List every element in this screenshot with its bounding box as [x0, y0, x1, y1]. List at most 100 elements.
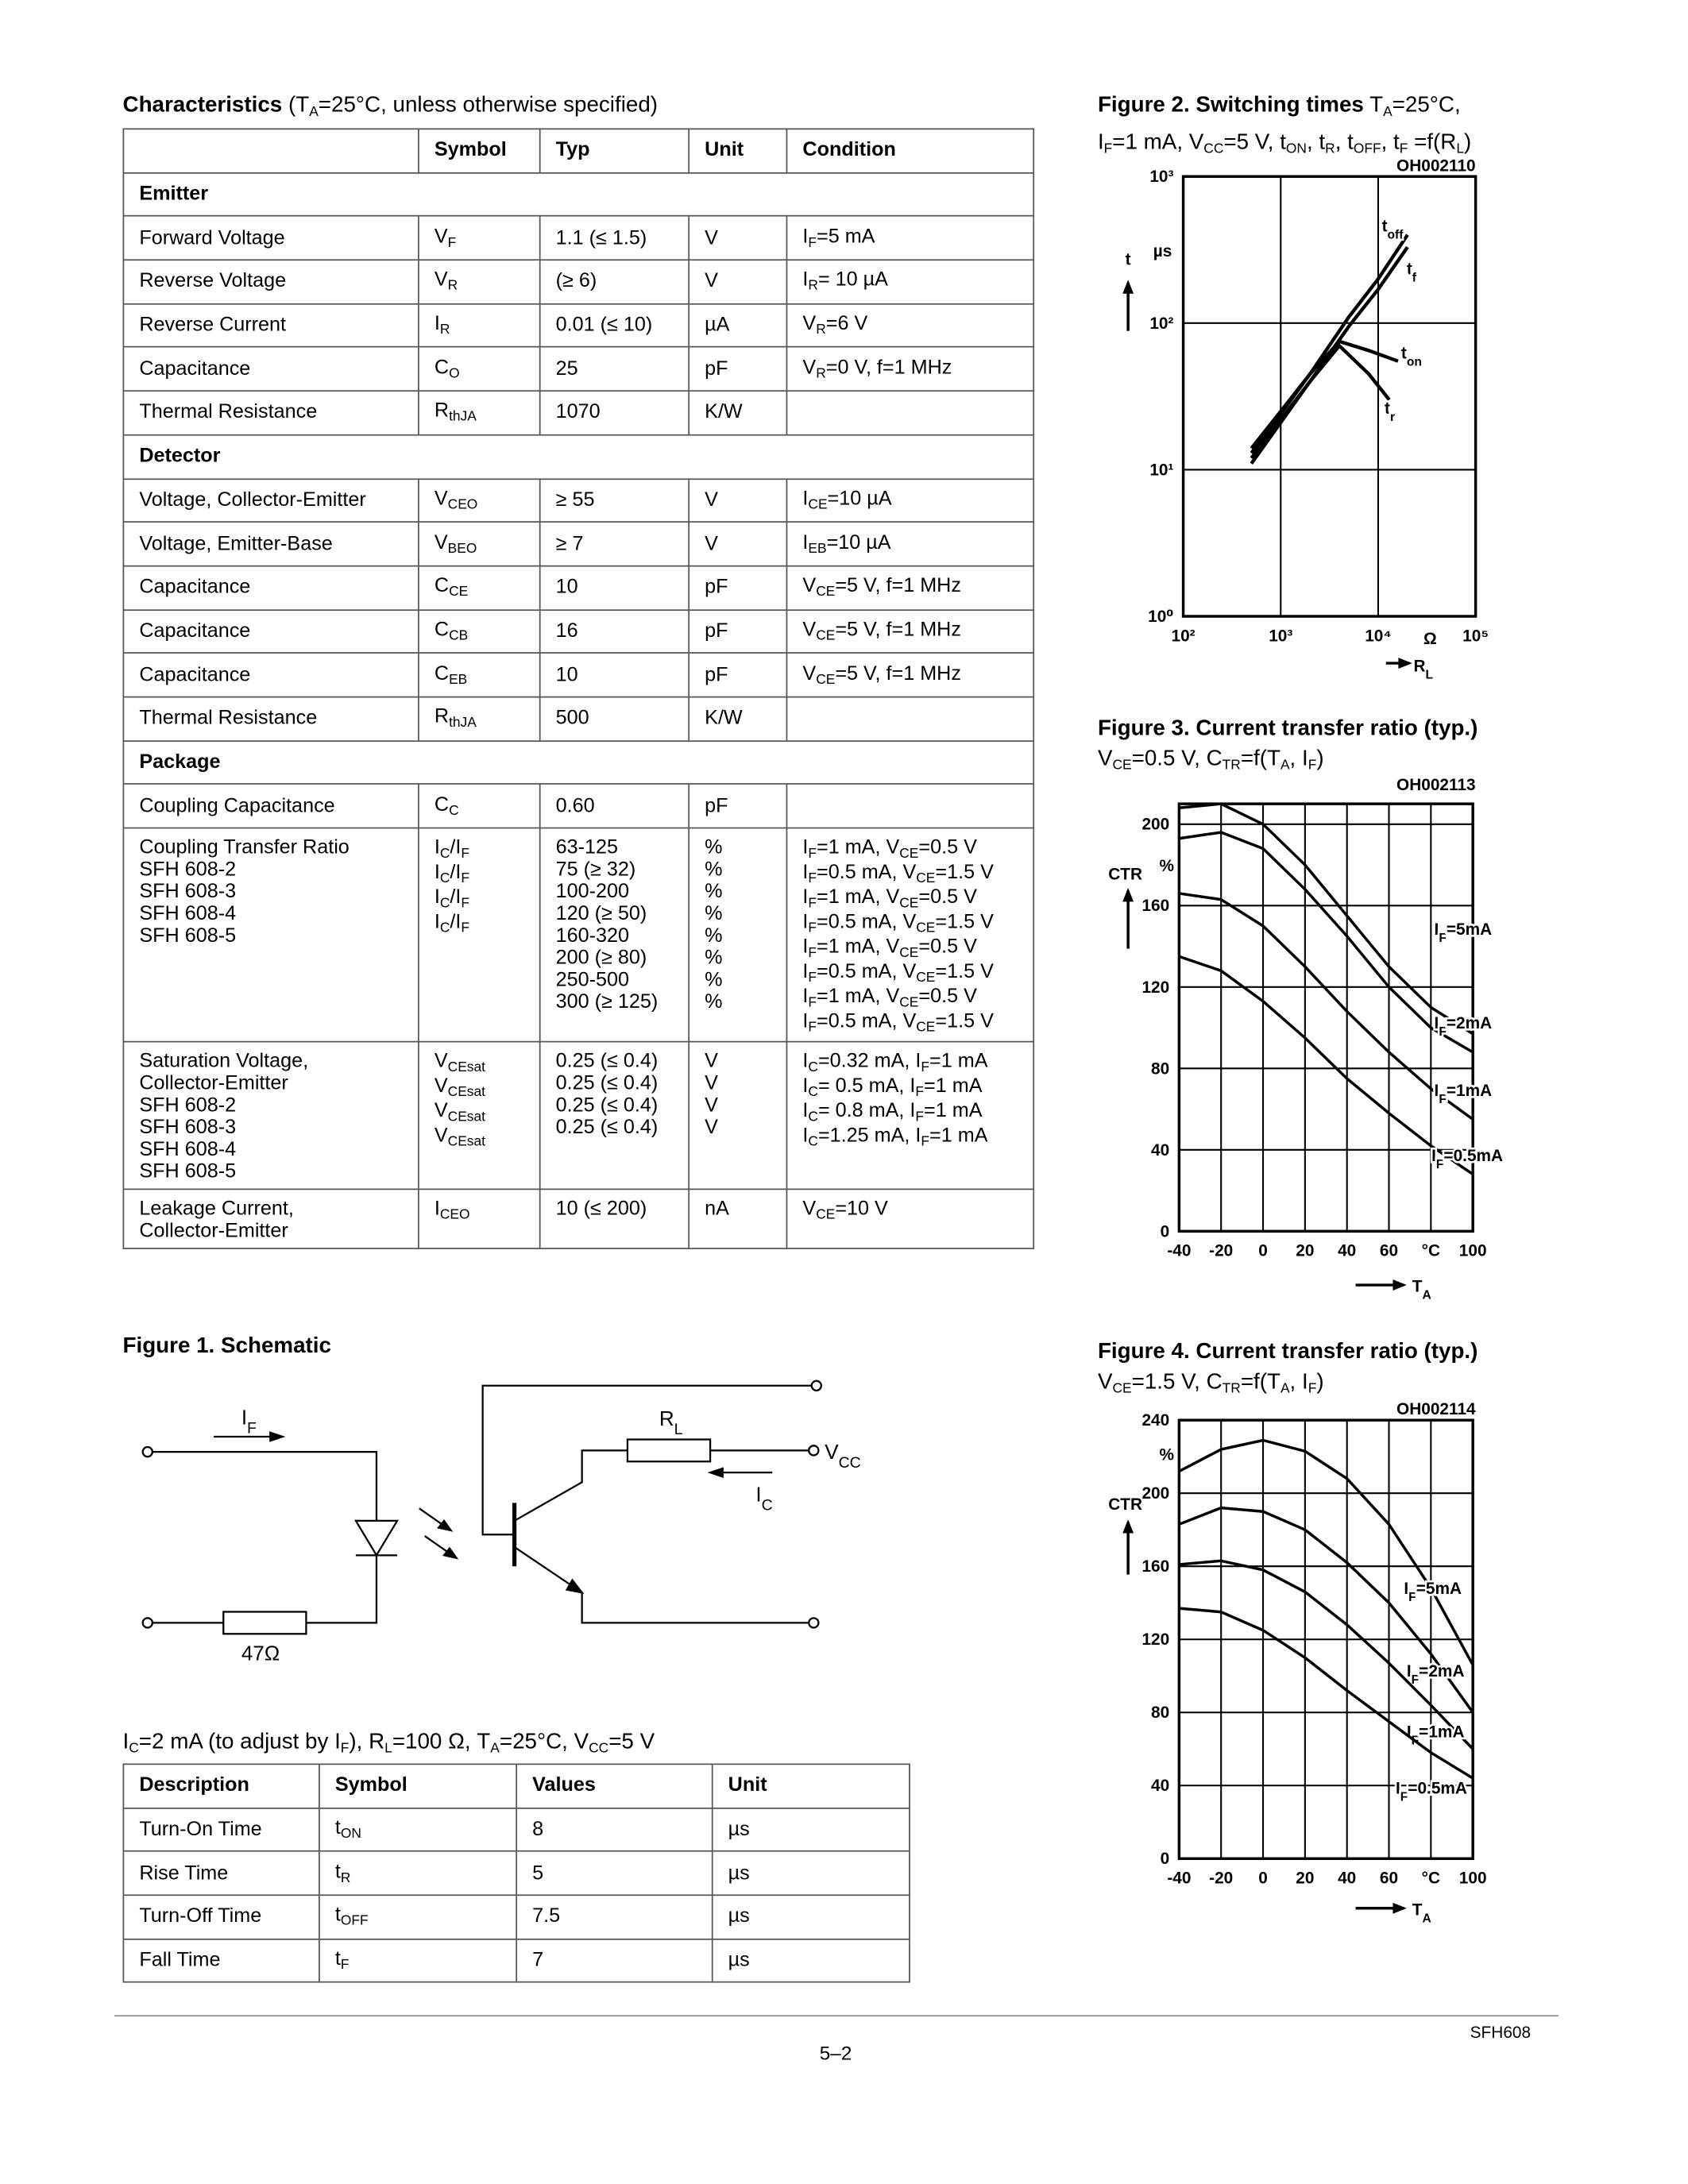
series-line [1178, 955, 1474, 1176]
cell-typ: 63-125 75 (≥ 32) 100-200 120 (≥ 50) 160-320 2… [539, 827, 690, 1043]
cell-param: Capacitance [122, 652, 419, 698]
figure-title-line: Figure 4. Current transfer ratio (typ.) [1098, 1337, 1477, 1368]
subscript: CC [1203, 141, 1224, 157]
cell-line: SFH 608-3 [139, 881, 237, 904]
resistor [626, 1438, 712, 1463]
text-run: =0.5 mA, V [817, 862, 917, 884]
text-run: T [1369, 94, 1384, 118]
subscript: R [816, 366, 826, 382]
text-run: =5mA [1447, 920, 1492, 939]
figure-title: Figure 3. Current transfer ratio (typ.) [1097, 716, 1478, 741]
x-tick-label: -20 [1209, 1870, 1233, 1888]
text-run: I [241, 1405, 247, 1429]
data-row: Saturation Voltage, Collector-Emitter SFH … [122, 1040, 1035, 1190]
cell-line: V [705, 1117, 718, 1140]
subscript: r [1390, 410, 1395, 423]
text-run: =f(T [1240, 747, 1280, 771]
cell-line: SFH 608-2 [139, 1094, 237, 1117]
text-run: I [802, 488, 809, 511]
series-label: tf [1407, 260, 1417, 284]
characteristics-table: Symbol Typ Unit Condition Emitter Forward Vol… [122, 128, 1035, 1249]
text-run: , t [1335, 130, 1354, 155]
cell-line: Voltage, Emitter-Base [139, 533, 333, 555]
cell-line: IC=1.25 mA, IF=1 mA [802, 1125, 1018, 1150]
cell-line: CO [435, 357, 524, 381]
text-run: T [1412, 1278, 1423, 1296]
x-axis-label: TA [1412, 1900, 1431, 1925]
subscript: CC [589, 1741, 609, 1757]
x-axis-label: TA [1412, 1278, 1431, 1302]
subscript: ON [340, 1827, 361, 1843]
text-run: V [434, 531, 448, 554]
figure-subtitle: VCE=1.5 V, CTR=f(TA, IF) [1098, 1371, 1324, 1397]
series-label: IF=1mA [1435, 1082, 1493, 1106]
text-run: /I [450, 836, 462, 859]
x-axis-unit: Ω [1423, 630, 1437, 648]
text-run: ) [1316, 747, 1324, 771]
subscript: CE [808, 497, 828, 513]
series-line [1179, 892, 1474, 1121]
cell: µs [711, 1894, 910, 1940]
cell-line: IC/IF [435, 862, 524, 886]
cell-line: % [705, 991, 723, 1014]
text-run: =1mA [1419, 1723, 1464, 1741]
cell-symbol: VBEO [418, 521, 541, 567]
cell-line: 120 (≥ 50) [555, 903, 647, 925]
cell-line: 10 [555, 577, 578, 599]
y-tick-label: 160 [1141, 1557, 1169, 1576]
cell: µs [711, 1850, 910, 1897]
text-run: V [802, 619, 817, 642]
text-run: =25°C, V [499, 1730, 589, 1754]
x-tick-label: 10⁴ [1365, 627, 1391, 645]
y-tick-label: 40 [1151, 1141, 1169, 1160]
text-run: =1 mA [929, 1125, 988, 1148]
text-run: =0 V, f=1 MHz [825, 357, 952, 380]
subscript: R [816, 322, 826, 338]
cell-line: SFH 608-4 [139, 1139, 237, 1161]
arrow-head [269, 1431, 286, 1442]
series-label: IF=1mA [1407, 1723, 1465, 1747]
cell-line: V [705, 1050, 718, 1073]
subscript: CE [816, 1207, 836, 1223]
cell-line: VF [435, 226, 524, 250]
cell-symbol: VF [418, 215, 541, 261]
cell-line: SFH 608-5 [139, 924, 237, 947]
x-tick-label: 20 [1296, 1242, 1314, 1260]
text-run: I [802, 1125, 809, 1148]
terminal [808, 1617, 820, 1629]
cell-line: SFH 608-5 [139, 1160, 237, 1183]
text-run: =1mA [1447, 1082, 1492, 1100]
text-run: V [434, 1075, 448, 1098]
cell-line: 63-125 [555, 836, 619, 859]
subscript: EB [449, 672, 468, 688]
text-run: I [802, 226, 809, 249]
collector [514, 1449, 628, 1522]
cell-typ: 0.01 (≤ 10) [539, 303, 690, 349]
subscript: CE [899, 896, 919, 912]
characteristics-subtitle: (TA=25°C, unless otherwise specified) [288, 94, 659, 120]
text-run: I [802, 961, 809, 983]
text-run: , t [1306, 130, 1326, 155]
text-run: =25°C, unless otherwise specified) [318, 94, 659, 118]
arrow-head [565, 1578, 585, 1594]
text-run: I [802, 936, 809, 959]
cell-line: K/W [705, 708, 743, 730]
x-tick-label: 10³ [1269, 627, 1292, 645]
y-axis-label: t [1126, 250, 1131, 268]
cell-condition [786, 783, 1035, 829]
subscript: C [449, 803, 459, 819]
cell-param: Saturation Voltage, Collector-Emitter SFH … [122, 1040, 419, 1190]
data-row: Thermal Resistance RthJA 500 K/W [122, 696, 1035, 742]
cell-line: IC= 0.5 mA, IF=1 mA [802, 1075, 1018, 1100]
series-line [1178, 1438, 1474, 1666]
y-tick-label: 120 [1141, 1630, 1169, 1649]
cell-unit: pF [688, 346, 788, 392]
subscript: f [1412, 271, 1417, 284]
cell-line: Reverse Voltage [139, 270, 287, 293]
subscript: F [461, 896, 470, 912]
text-run: I [802, 269, 809, 292]
cell-line: Capacitance [139, 358, 251, 380]
x-tick-label: °C [1422, 1870, 1440, 1888]
x-tick-label: 60 [1380, 1242, 1398, 1260]
y-axis-unit: µs [1153, 242, 1172, 260]
